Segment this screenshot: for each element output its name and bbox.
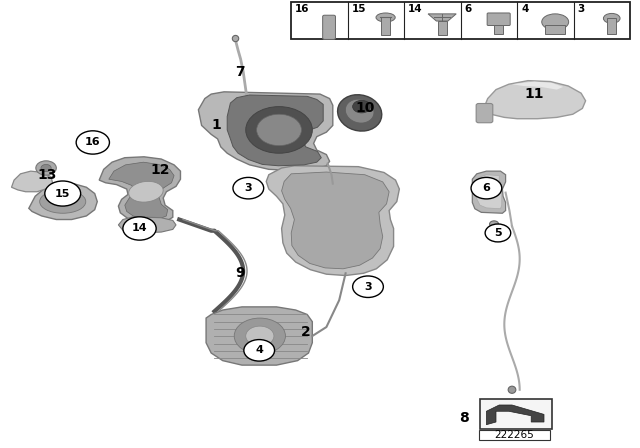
Bar (438, 21, 447, 35)
Circle shape (485, 224, 511, 242)
Circle shape (234, 318, 285, 354)
Text: 1: 1 (211, 118, 221, 133)
Polygon shape (477, 175, 502, 209)
Bar (494, 25, 503, 34)
Text: 4: 4 (521, 4, 529, 14)
Bar (381, 17, 390, 35)
Text: 14: 14 (132, 224, 147, 233)
Bar (480, 399, 552, 429)
Text: 4: 4 (255, 345, 263, 355)
Ellipse shape (508, 386, 516, 393)
Polygon shape (428, 14, 456, 21)
Text: 9: 9 (236, 266, 245, 280)
Polygon shape (486, 405, 544, 425)
Polygon shape (99, 157, 180, 224)
Polygon shape (282, 172, 389, 269)
Ellipse shape (232, 35, 239, 42)
Ellipse shape (40, 190, 86, 213)
Bar (479, 430, 550, 440)
Text: 2: 2 (301, 324, 310, 339)
Polygon shape (118, 217, 176, 233)
Circle shape (123, 217, 156, 240)
Ellipse shape (129, 181, 163, 202)
Circle shape (246, 326, 274, 346)
Polygon shape (472, 171, 506, 213)
Text: 3: 3 (578, 4, 585, 14)
FancyBboxPatch shape (476, 103, 493, 123)
Text: 16: 16 (295, 4, 310, 14)
Ellipse shape (604, 13, 620, 23)
Ellipse shape (541, 14, 569, 30)
FancyBboxPatch shape (323, 15, 335, 39)
Text: 13: 13 (37, 168, 56, 182)
Circle shape (246, 107, 312, 153)
Polygon shape (266, 166, 399, 276)
Polygon shape (29, 184, 97, 220)
Text: 6: 6 (483, 183, 490, 193)
Bar (291, 2, 630, 39)
Polygon shape (206, 307, 312, 365)
Polygon shape (198, 92, 333, 170)
Text: 11: 11 (525, 87, 544, 101)
Circle shape (76, 131, 109, 154)
Polygon shape (109, 162, 174, 220)
Circle shape (45, 181, 81, 206)
Polygon shape (227, 95, 323, 166)
Circle shape (41, 164, 51, 172)
Ellipse shape (337, 95, 382, 131)
Circle shape (471, 177, 502, 199)
Circle shape (353, 100, 371, 113)
Bar (545, 25, 566, 34)
Text: 5: 5 (494, 228, 502, 238)
Text: 222265: 222265 (495, 430, 534, 440)
Polygon shape (483, 81, 586, 119)
Text: 15: 15 (351, 4, 366, 14)
Circle shape (36, 161, 56, 175)
FancyBboxPatch shape (487, 13, 510, 26)
Text: 8: 8 (460, 410, 469, 425)
Text: 6: 6 (465, 4, 472, 14)
Text: 10: 10 (355, 100, 374, 115)
Circle shape (233, 177, 264, 199)
Text: 3: 3 (244, 183, 252, 193)
Text: 15: 15 (55, 189, 70, 198)
Circle shape (257, 114, 301, 146)
Circle shape (244, 340, 275, 361)
Ellipse shape (490, 221, 499, 227)
Circle shape (353, 276, 383, 297)
Polygon shape (12, 171, 52, 192)
Bar (607, 18, 616, 34)
Ellipse shape (346, 99, 374, 123)
Text: 12: 12 (150, 163, 170, 177)
Text: 7: 7 (236, 65, 245, 79)
Text: 14: 14 (408, 4, 423, 14)
Text: 3: 3 (364, 282, 372, 292)
Text: 16: 16 (85, 138, 100, 147)
Polygon shape (512, 82, 563, 90)
Ellipse shape (376, 13, 396, 22)
